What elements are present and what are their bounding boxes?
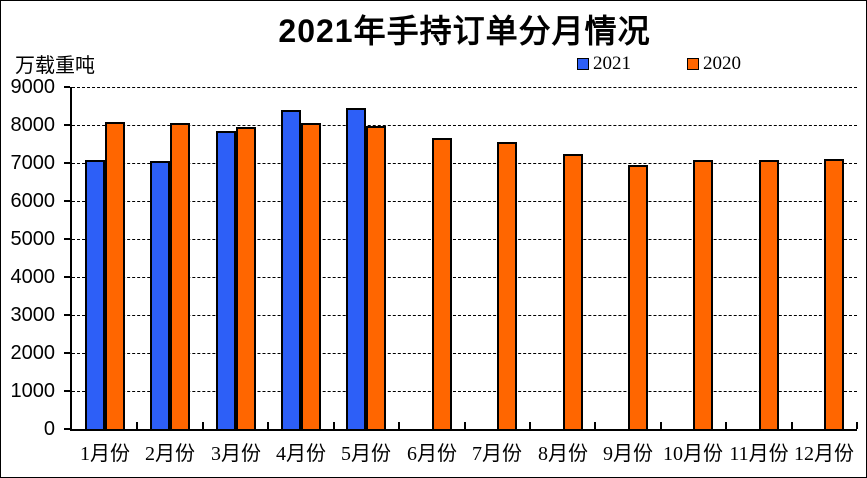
- bar-2020-m1: [105, 122, 125, 431]
- bar-2020-m8: [563, 154, 583, 431]
- bar-2020-m7: [497, 142, 517, 431]
- x-axis-line: [70, 429, 857, 431]
- y-axis-label-6000: 6000: [10, 190, 56, 212]
- bar-2021-m2: [150, 161, 170, 431]
- y-axis-label-5000: 5000: [10, 228, 56, 250]
- x-boundary-tick-3: [267, 422, 269, 429]
- x-boundary-tick-4: [333, 422, 335, 429]
- bar-2020-m10: [693, 160, 713, 431]
- x-boundary-tick-7: [529, 422, 531, 429]
- bar-2020-m9: [628, 165, 648, 431]
- x-boundary-tick-6: [464, 422, 466, 429]
- y-axis-label-1000: 1000: [10, 380, 56, 402]
- bar-2020-m5: [366, 126, 386, 431]
- x-axis-label-m2: 2月份: [145, 443, 195, 465]
- y-tick-7000: [64, 162, 70, 164]
- x-boundary-tick-10: [725, 422, 727, 429]
- x-boundary-tick-12: [856, 422, 858, 429]
- y-tick-4000: [64, 276, 70, 278]
- x-boundary-tick-2: [202, 422, 204, 429]
- bar-2020-m11: [759, 160, 779, 431]
- gridline-3000: [72, 315, 857, 316]
- y-axis-label-8000: 8000: [10, 114, 56, 136]
- y-tick-5000: [64, 238, 70, 240]
- x-axis-label-m7: 7月份: [472, 443, 522, 465]
- legend-swatch-2020: [687, 58, 699, 70]
- x-axis-label-m4: 4月份: [276, 443, 326, 465]
- y-axis-label-0: 0: [43, 418, 55, 440]
- y-axis-unit-label: 万载重吨: [15, 55, 95, 77]
- y-tick-9000: [64, 86, 70, 88]
- y-axis-line: [70, 87, 72, 431]
- x-axis-label-m9: 9月份: [603, 443, 653, 465]
- legend-label-2021: 2021: [593, 53, 631, 74]
- x-axis-label-m12: 12月份: [794, 443, 854, 465]
- bar-2020-m12: [824, 159, 844, 431]
- legend-label-2020: 2020: [703, 53, 741, 74]
- y-tick-6000: [64, 200, 70, 202]
- bar-2021-m1: [85, 160, 105, 431]
- bar-2020-m4: [301, 123, 321, 431]
- bar-2020-m6: [432, 138, 452, 431]
- y-axis-label-9000: 9000: [10, 76, 56, 98]
- bar-2021-m4: [281, 110, 301, 431]
- plot-area: [64, 86, 858, 431]
- y-tick-0: [64, 428, 70, 430]
- x-axis-label-m6: 6月份: [407, 443, 457, 465]
- gridline-4000: [72, 277, 857, 278]
- x-boundary-tick-11: [791, 422, 793, 429]
- x-axis-label-m10: 10月份: [663, 443, 723, 465]
- x-axis-label-m1: 1月份: [80, 443, 130, 465]
- x-axis-label-m5: 5月份: [341, 443, 391, 465]
- y-axis-label-2000: 2000: [10, 342, 56, 364]
- y-axis-label-7000: 7000: [10, 152, 56, 174]
- y-axis-label-4000: 4000: [10, 266, 56, 288]
- gridline-7000: [72, 163, 857, 164]
- bar-2021-m5: [346, 108, 366, 431]
- x-boundary-tick-9: [660, 422, 662, 429]
- bar-2021-m3: [216, 131, 236, 431]
- legend-swatch-2021: [577, 58, 589, 70]
- gridline-1000: [72, 391, 857, 392]
- x-boundary-tick-1: [136, 422, 138, 429]
- gridline-8000: [72, 125, 857, 126]
- legend-item-2020: 2020: [687, 54, 741, 74]
- chart-title: 2021年手持订单分月情况: [278, 13, 651, 49]
- y-tick-3000: [64, 314, 70, 316]
- gridline-5000: [72, 239, 857, 240]
- legend: 2021 2020: [577, 54, 741, 74]
- gridline-2000: [72, 353, 857, 354]
- y-tick-2000: [64, 352, 70, 354]
- bar-2020-m2: [170, 123, 190, 431]
- y-tick-1000: [64, 390, 70, 392]
- x-boundary-tick-5: [398, 422, 400, 429]
- gridline-6000: [72, 201, 857, 202]
- y-axis-label-3000: 3000: [10, 304, 56, 326]
- bar-2020-m3: [236, 127, 256, 431]
- x-axis-label-m3: 3月份: [211, 443, 261, 465]
- y-tick-8000: [64, 124, 70, 126]
- x-boundary-tick-8: [594, 422, 596, 429]
- legend-item-2021: 2021: [577, 54, 631, 74]
- gridline-9000: [72, 87, 857, 88]
- x-axis-label-m8: 8月份: [538, 443, 588, 465]
- x-axis-label-m11: 11月份: [729, 443, 789, 465]
